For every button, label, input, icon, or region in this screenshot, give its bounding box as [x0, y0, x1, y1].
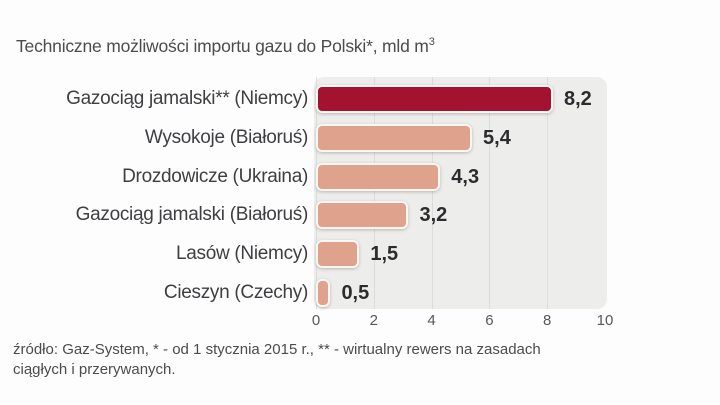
- chart-title: Techniczne możliwości importu gazu do Po…: [16, 36, 435, 57]
- gridline-0: [316, 77, 317, 309]
- source-note-line: ciągłych i przerywanych.: [13, 361, 176, 378]
- bar-value-label: 5,4: [483, 126, 511, 149]
- gridline-6: [489, 77, 491, 309]
- x-axis-tick-4: 4: [427, 312, 436, 329]
- gridline-2: [373, 77, 375, 309]
- x-axis-tick-10: 10: [596, 312, 614, 329]
- category-label: Gazociąg jamalski (Białoruś): [75, 204, 309, 226]
- gridline-4: [431, 77, 433, 309]
- bar: [316, 201, 409, 230]
- chart-title-text: Techniczne możliwości importu gazu do Po…: [16, 36, 429, 56]
- plot-area: [314, 77, 607, 309]
- bar-value-label: 8,2: [563, 88, 592, 110]
- x-axis-tick-2: 2: [369, 312, 378, 329]
- gridline-8: [547, 77, 549, 309]
- source-note-line: źródło: Gaz-System, * - od 1 stycznia 20…: [13, 341, 541, 358]
- chart-title-superscript: 3: [428, 36, 435, 49]
- bar: [316, 240, 360, 269]
- category-label: Wysokoje (Białoruś): [144, 126, 308, 148]
- bar: [316, 162, 441, 191]
- bar-value-label: 4,3: [451, 165, 480, 188]
- bar: [316, 279, 331, 307]
- bar-value-label: 0,5: [341, 282, 370, 304]
- bar: [316, 123, 473, 152]
- x-axis-tick-6: 6: [485, 312, 494, 329]
- source-note: źródło: Gaz-System, * - od 1 stycznia 20…: [13, 340, 541, 380]
- category-label: Drozdowicze (Ukraina): [122, 165, 308, 187]
- bar: [316, 85, 553, 113]
- category-label: Lasów (Niemcy): [176, 243, 308, 265]
- category-label: Gazociąg jamalski** (Niemcy): [66, 88, 308, 109]
- x-axis-tick-0: 0: [311, 312, 321, 329]
- x-axis-tick-8: 8: [543, 312, 552, 329]
- category-label: Cieszyn (Czechy): [163, 282, 308, 303]
- bar-value-label: 1,5: [370, 243, 399, 266]
- bar-value-label: 3,2: [419, 204, 448, 227]
